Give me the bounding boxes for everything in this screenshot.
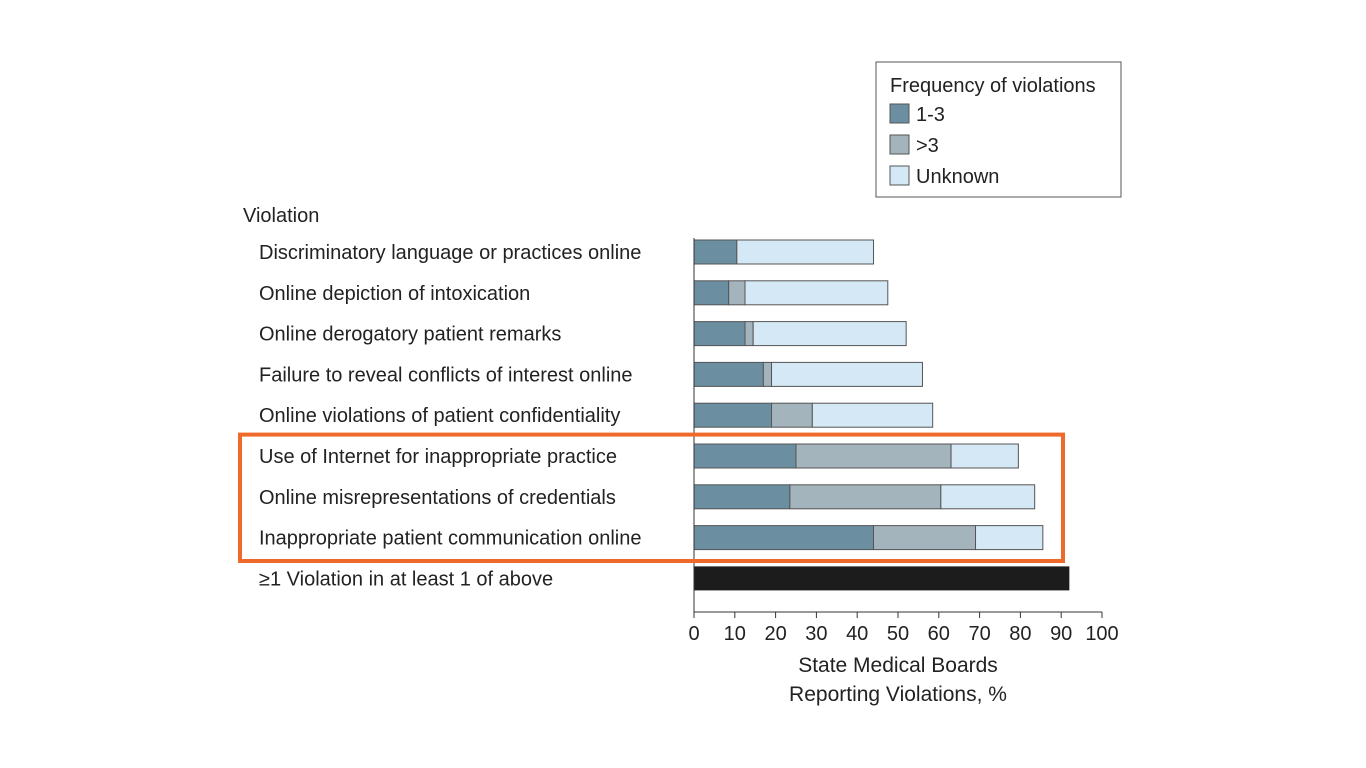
bar-segment (744, 280, 889, 306)
bar-segment-total (694, 566, 1070, 591)
x-tick-label: 40 (846, 623, 868, 645)
bar-segment (693, 280, 730, 306)
bar-segment (771, 402, 813, 428)
legend-swatch (889, 165, 910, 186)
highlight-box (238, 432, 1065, 564)
legend-box (875, 61, 1122, 198)
legend-label: >3 (916, 135, 939, 157)
x-tick-label: 60 (928, 623, 950, 645)
bar-segment (873, 525, 977, 551)
bar-segment (693, 484, 791, 510)
legend-label: 1-3 (916, 104, 945, 126)
bar-segment (693, 525, 875, 551)
bars (693, 239, 1070, 591)
legend: Frequency of violations 1-3 >3 Unknown (875, 61, 1122, 198)
highlight-layer (238, 432, 1065, 564)
category-label: Online misrepresentations of credentials (259, 487, 616, 509)
category-label: Inappropriate patient communication onli… (259, 528, 641, 550)
category-label: Online derogatory patient remarks (259, 324, 561, 346)
category-header: Violation (243, 205, 319, 227)
bar-segment (762, 361, 773, 387)
bar-segment (693, 402, 773, 428)
x-tick-label: 50 (887, 623, 909, 645)
x-axis-title: State Medical Boards (798, 654, 998, 677)
x-axis: 0 10 20 30 40 50 60 70 80 90 100 State Medical Boar… (688, 238, 1119, 706)
x-tick-label: 80 (1009, 623, 1031, 645)
bar-segment (771, 361, 923, 387)
category-labels: Discriminatory language or practices onl… (259, 242, 641, 590)
x-tick-label: 30 (805, 623, 827, 645)
category-label: Online depiction of intoxication (259, 283, 530, 305)
x-tick-label: 10 (724, 623, 746, 645)
bar-segment (975, 525, 1044, 551)
bar-segment (693, 321, 746, 347)
x-tick-label: 0 (688, 623, 699, 645)
bar-segment (744, 321, 754, 347)
category-label: Use of Internet for inappropriate practi… (259, 446, 617, 468)
bar-segment (752, 321, 907, 347)
category-label: ≥1 Violation in at least 1 of above (259, 568, 553, 590)
bar-segment (950, 443, 1019, 469)
x-tick-label: 90 (1050, 623, 1072, 645)
x-tick-label: 20 (764, 623, 786, 645)
bar-segment (693, 239, 738, 265)
bar-segment (795, 443, 952, 469)
category-label: Failure to reveal conflicts of interest … (259, 364, 633, 386)
bar-segment (736, 239, 875, 265)
bar-segment (693, 361, 764, 387)
bar-segment (811, 402, 934, 428)
x-tick-label: 100 (1085, 623, 1118, 645)
x-axis-title: Reporting Violations, % (789, 683, 1007, 706)
legend-swatch (889, 103, 910, 124)
bar-segment (728, 280, 746, 306)
legend-swatch (889, 134, 910, 155)
bar-segment (789, 484, 942, 510)
bar-segment (940, 484, 1036, 510)
bar-segment (693, 443, 797, 469)
x-tick-label: 70 (968, 623, 990, 645)
category-label: Discriminatory language or practices onl… (259, 242, 641, 264)
legend-title: Frequency of violations (890, 75, 1096, 97)
category-label: Online violations of patient confidentia… (259, 405, 620, 427)
legend-label: Unknown (916, 166, 999, 188)
